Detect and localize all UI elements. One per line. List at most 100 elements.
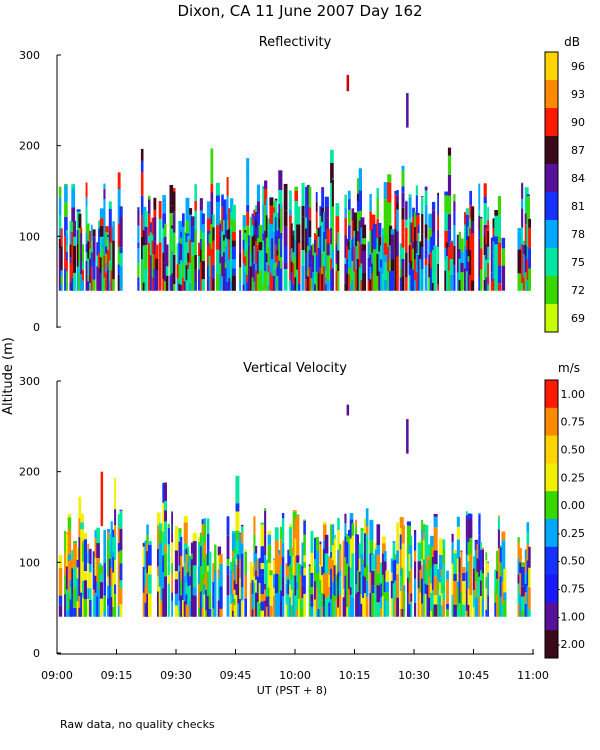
profile-segment [151,240,154,255]
profile-segment [298,283,301,291]
profile-segment [290,550,293,569]
profile-segment [189,208,193,215]
profile-segment [296,533,300,542]
profile-segment [421,196,424,214]
profile-segment [456,587,460,609]
profile-segment [308,207,312,221]
profile-segment [519,548,522,563]
profile-segment [208,255,211,277]
profile-segment [521,586,526,597]
profile-segment [401,219,405,233]
profile-segment [198,584,201,608]
profile-segment [433,250,437,276]
profile-segment [387,182,392,203]
profile-segment [390,572,394,581]
profile-segment [319,206,323,216]
colorbar: 1.000.750.500.250.00-0.25-0.50-0.75-1.00… [544,361,585,659]
profile-segment [242,227,246,240]
profile-segment [442,585,446,592]
profile-segment [83,571,87,581]
profile-segment [460,238,464,252]
profile-segment [330,551,333,558]
profile-segment [194,210,197,230]
profile-segment [103,219,106,233]
profile-segment [528,227,531,249]
profile-segment [235,483,240,504]
profile-segment [267,272,272,286]
profile-segment [99,582,103,599]
profile-segment [251,225,254,237]
profile-segment [110,597,113,617]
profile-segment [208,234,211,244]
profile-segment [230,219,234,227]
profile-segment [289,524,292,527]
profile-segment [414,248,417,260]
profile-segment [290,222,293,224]
profile-segment [330,149,334,163]
profile-segment [233,605,238,617]
profile-segment [408,582,412,605]
profile-segment [262,266,265,285]
profile-segment [497,515,500,518]
profile-segment [487,263,489,285]
profile-segment [501,248,506,266]
profile-segment [226,239,229,263]
profile-segment [114,584,117,594]
profile-segment [365,508,369,527]
profile-segment [517,604,520,617]
profile-segment [198,542,201,566]
profile-segment [290,248,293,262]
profile-segment [396,190,399,196]
colorbar-swatch [545,574,558,603]
profile-segment [376,524,381,546]
profile-segment [231,268,236,276]
profile-segment [401,531,405,544]
profile-segment [342,548,345,567]
profile-segment [64,552,66,576]
profile-segment [178,594,182,601]
profile-segment [246,180,250,205]
profile-segment [82,542,84,562]
profile-segment [274,552,279,574]
profile-segment [185,548,189,555]
profile-segment [273,264,276,276]
profile-segment [497,595,500,617]
profile-segment [442,591,446,601]
profile-segment [339,550,342,571]
profile-segment [335,589,338,599]
profile-segment [319,593,322,617]
profile-segment [264,180,268,189]
profile-segment [367,251,371,258]
profile-segment [169,213,174,238]
profile-segment [440,575,444,594]
profile-segment [374,586,377,597]
profile-segment [460,571,463,593]
profile-segment [367,280,371,291]
profile-segment [331,206,334,226]
profile-segment [78,561,82,585]
profile-segment [226,565,230,575]
profile-segment [521,267,524,283]
profile-segment [385,592,389,601]
profile-segment [273,558,276,561]
y-tick-label: 100 [19,556,40,569]
profile-segment [164,510,167,522]
profile-segment [119,247,123,254]
profile-segment [483,254,487,271]
profile-segment [371,214,376,230]
profile-segment [269,196,274,198]
profile-segment [362,575,365,598]
profile-segment [526,573,530,586]
x-tick-label: 09:00 [41,669,73,682]
profile-segment [494,236,499,245]
profile-segment [456,516,460,527]
profile-segment [501,540,506,563]
profile-segment [401,259,405,276]
profile-segment [378,251,382,272]
profile-segment [256,250,260,274]
profile-segment [149,255,154,280]
profile-segment [255,270,258,291]
profile-segment [290,605,293,617]
profile-segment [492,241,496,260]
profile-segment [439,570,443,583]
